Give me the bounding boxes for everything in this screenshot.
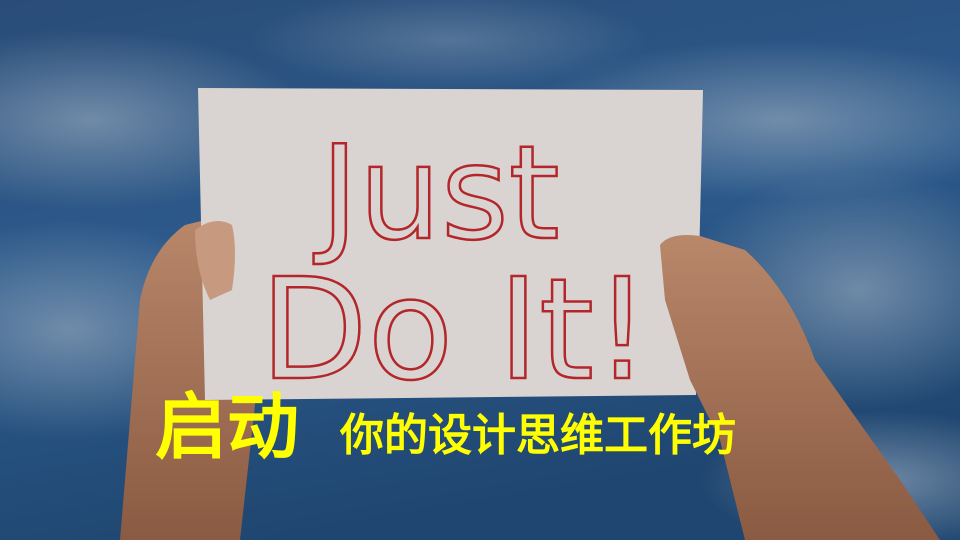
title-emphasis: 启动 [155, 385, 299, 469]
right-hand [660, 235, 940, 540]
left-thumb [195, 221, 235, 300]
title-rest: 你的设计思维工作坊 [339, 410, 736, 461]
sign-line: Just [313, 117, 559, 269]
cloud [250, 0, 650, 90]
paper-sign [198, 88, 703, 400]
sign-line: Do It! [260, 249, 650, 412]
